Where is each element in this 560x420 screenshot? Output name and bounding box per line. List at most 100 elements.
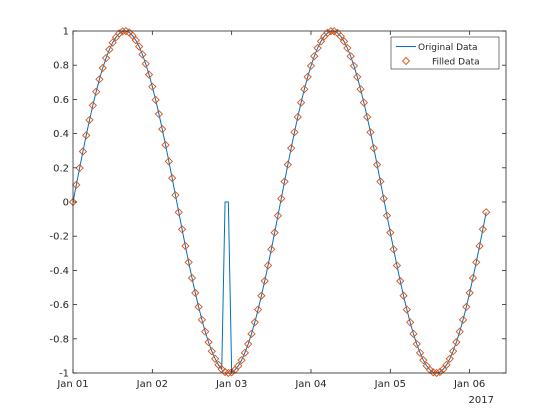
x-tick-label: Jan 06	[453, 379, 485, 390]
filled-data-point	[379, 194, 388, 203]
filled-data-point	[118, 27, 127, 36]
filled-data-point	[197, 315, 207, 324]
filled-data-point	[359, 98, 369, 107]
filled-data-point	[419, 356, 428, 365]
filled-data-point	[382, 211, 392, 220]
filled-data-point	[164, 157, 173, 166]
y-axis: -1 -0.8 -0.6 -0.4 -0.2 0 0.2 0.4 0.6 0.8 1	[49, 27, 506, 380]
series-original-data-line	[72, 30, 487, 374]
filled-data-point	[234, 361, 243, 370]
filled-data-point	[412, 339, 421, 349]
filled-data-point	[316, 37, 326, 46]
filled-data-point	[224, 368, 233, 378]
y-tick-label: 0.8	[53, 61, 69, 72]
filled-data-point	[346, 52, 355, 61]
filled-data-point	[326, 27, 335, 36]
x-tick-label: Jan 01	[56, 379, 88, 390]
filled-data-point	[273, 211, 283, 220]
filled-data-point	[445, 354, 454, 363]
legend-original-label: Original Data	[418, 43, 478, 53]
filled-data-point	[134, 42, 144, 51]
filled-data-point	[204, 337, 213, 347]
filled-data-point	[303, 72, 312, 82]
filled-data-point	[158, 124, 167, 134]
x-axis: Jan 01 Jan 02 Jan 03 Jan 04 Jan 05 Jan 06	[56, 31, 485, 390]
filled-data-point	[300, 85, 309, 94]
filled-data-point	[452, 337, 461, 347]
x-tick-label: Jan 02	[136, 379, 168, 390]
filled-data-point	[148, 82, 157, 91]
filled-data-point	[181, 241, 190, 251]
filled-data-point	[475, 241, 484, 251]
filled-data-point	[353, 72, 362, 82]
filled-data-point	[482, 208, 491, 217]
filled-data-point	[82, 131, 91, 140]
filled-data-point	[101, 53, 111, 63]
filled-data-point	[237, 356, 246, 365]
filled-data-point	[72, 180, 81, 190]
filled-data-point	[363, 112, 372, 122]
filled-data-point	[429, 368, 438, 377]
y-tick-label: 0.2	[53, 163, 69, 174]
filled-data-point	[257, 291, 266, 300]
filled-data-point	[177, 225, 187, 234]
x-tick-label: Jan 03	[215, 379, 247, 390]
filled-data-point	[194, 302, 203, 312]
filled-data-point	[396, 276, 405, 286]
filled-data-point	[277, 194, 286, 203]
filled-data-point	[287, 144, 296, 153]
filled-data-point	[174, 208, 183, 217]
filled-data-point	[472, 258, 481, 267]
filled-data-point	[372, 160, 382, 169]
filled-data-point	[399, 291, 408, 300]
filled-data-point	[425, 365, 435, 375]
plot-area	[73, 31, 506, 373]
filled-data-point	[95, 75, 104, 84]
filled-data-point	[260, 276, 269, 286]
filled-data-point	[336, 32, 345, 41]
filled-data-point	[187, 273, 197, 283]
legend-filled-label: Filled Data	[432, 58, 480, 68]
filled-data-point	[442, 360, 451, 369]
filled-data-point	[339, 37, 349, 46]
filled-data-point	[448, 347, 458, 356]
filled-data-point	[270, 228, 279, 237]
filled-data-point	[191, 288, 200, 298]
filled-data-point	[366, 128, 375, 137]
filled-data-point	[432, 368, 441, 378]
filled-data-point	[207, 347, 216, 356]
filled-data-point	[389, 245, 398, 254]
legend-filled-marker-sample	[401, 56, 411, 66]
filled-data-point	[227, 368, 236, 377]
filled-data-point	[415, 348, 425, 357]
filled-data-point	[250, 318, 259, 327]
filled-data-point	[131, 36, 140, 45]
filled-data-point	[108, 38, 117, 47]
filled-data-point	[296, 98, 306, 107]
filled-data-point	[75, 163, 84, 173]
filled-data-point	[144, 70, 154, 79]
filled-data-point	[168, 173, 177, 183]
x-axis-secondary-label: 2017	[469, 395, 494, 406]
filled-data-point	[267, 245, 276, 254]
filled-data-point	[115, 29, 124, 38]
filled-data-point	[468, 273, 478, 283]
filled-data-point	[465, 288, 474, 298]
y-tick-label: 0.4	[53, 129, 69, 140]
filled-data-point	[151, 95, 160, 104]
filled-data-point	[392, 261, 402, 270]
filled-data-point	[313, 43, 322, 53]
y-tick-label: -0.8	[49, 334, 69, 345]
filled-data-point	[138, 50, 147, 59]
filled-data-point	[369, 144, 378, 153]
filled-data-point	[210, 354, 220, 363]
y-tick-label: -0.4	[49, 266, 69, 277]
filled-data-point	[455, 327, 464, 336]
series-layer	[68, 26, 491, 378]
filled-data-point	[161, 140, 170, 150]
filled-data-point	[253, 305, 263, 314]
filled-data-point	[88, 101, 97, 110]
x-tick-label: Jan 04	[294, 379, 326, 390]
filled-data-point	[280, 177, 289, 186]
